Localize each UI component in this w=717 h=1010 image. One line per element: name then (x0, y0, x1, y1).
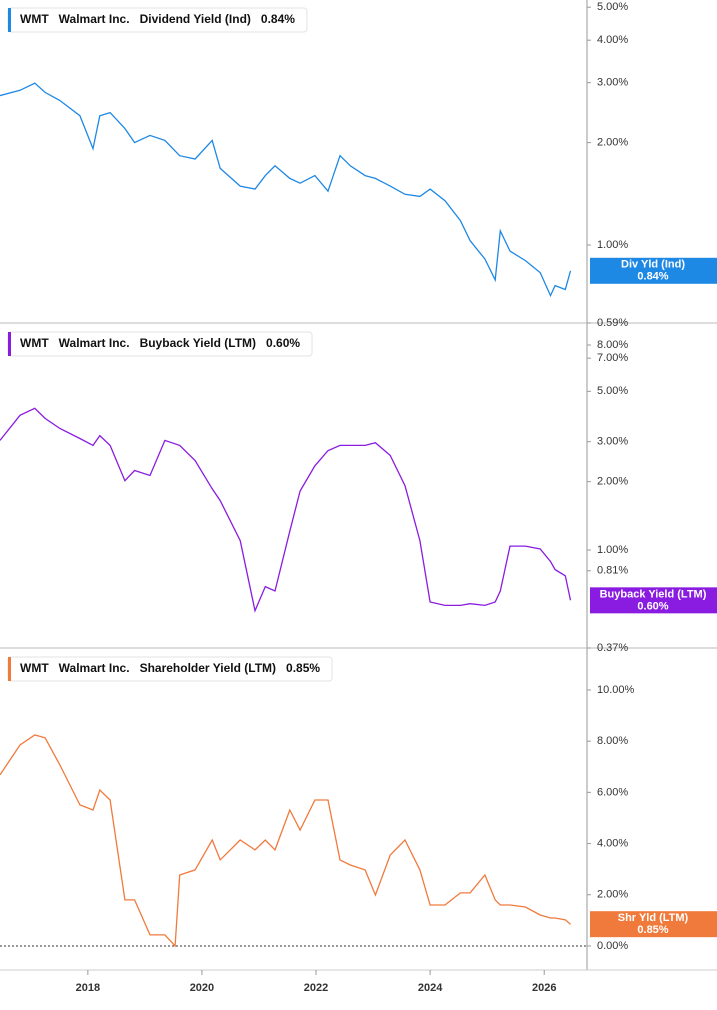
value-tag-value: 0.60% (637, 600, 668, 612)
y-tick-label: 7.00% (597, 352, 628, 364)
y-tick-label: 8.00% (597, 735, 628, 747)
legend-ticker: WMT (20, 336, 49, 350)
value-tag-value: 0.85% (637, 924, 668, 936)
legend-company: Walmart Inc. (59, 336, 130, 350)
y-tick-label: 2.00% (597, 476, 628, 488)
legend-swatch (8, 657, 11, 681)
value-tag-name: Div Yld (Ind) (621, 259, 685, 271)
y-tick-label: 5.00% (597, 385, 628, 397)
value-tag-name: Buyback Yield (LTM) (600, 588, 707, 600)
legend-swatch (8, 8, 11, 32)
legend-company: Walmart Inc. (59, 12, 130, 26)
y-tick-label: 1.00% (597, 544, 628, 556)
y-tick-label: 2.00% (597, 889, 628, 901)
value-tag (590, 911, 717, 938)
y-tick-label: 10.00% (597, 684, 635, 696)
y-tick-label: 0.37% (597, 642, 628, 654)
x-tick-label: 2020 (190, 982, 214, 994)
y-tick-label: 3.00% (597, 436, 628, 448)
x-tick-label: 2026 (532, 982, 556, 994)
y-tick-label: 8.00% (597, 339, 628, 351)
series-line (0, 734, 571, 948)
y-tick-label: 0.00% (597, 940, 628, 952)
legend-value: 0.84% (261, 12, 295, 26)
y-tick-label: 5.00% (597, 1, 628, 13)
legend: WMT Walmart Inc. Dividend Yield (Ind) 0.84% (7, 7, 308, 33)
y-tick-label: 4.00% (597, 837, 628, 849)
legend-swatch (8, 332, 11, 356)
legend-value: 0.85% (286, 661, 320, 675)
y-tick-label: 1.00% (597, 239, 628, 251)
legend: WMT Walmart Inc. Shareholder Yield (LTM) 0.… (7, 656, 333, 682)
y-tick-label: 3.00% (597, 77, 628, 89)
y-tick-label: 6.00% (597, 786, 628, 798)
legend-ticker: WMT (20, 661, 49, 675)
y-tick-label: 4.00% (597, 34, 628, 46)
series-line (0, 407, 572, 613)
legend: WMT Walmart Inc. Buyback Yield (LTM) 0.60% (7, 331, 313, 357)
value-tag (590, 257, 717, 284)
legend-value: 0.60% (266, 336, 300, 350)
series-line (0, 82, 572, 298)
legend-metric: Buyback Yield (LTM) (140, 336, 256, 350)
y-tick-label: 0.81% (597, 565, 628, 577)
x-tick-label: 2018 (76, 982, 100, 994)
x-tick-label: 2024 (418, 982, 443, 994)
y-tick-label: 2.00% (597, 137, 628, 149)
value-tag (590, 587, 717, 614)
legend-ticker: WMT (20, 12, 49, 26)
legend-metric: Dividend Yield (Ind) (140, 12, 251, 26)
legend-company: Walmart Inc. (59, 661, 130, 675)
legend-metric: Shareholder Yield (LTM) (140, 661, 276, 675)
y-tick-label: 0.59% (597, 317, 628, 329)
value-tag-name: Shr Yld (LTM) (618, 912, 689, 924)
x-tick-label: 2022 (304, 982, 328, 994)
value-tag-value: 0.84% (637, 271, 668, 283)
